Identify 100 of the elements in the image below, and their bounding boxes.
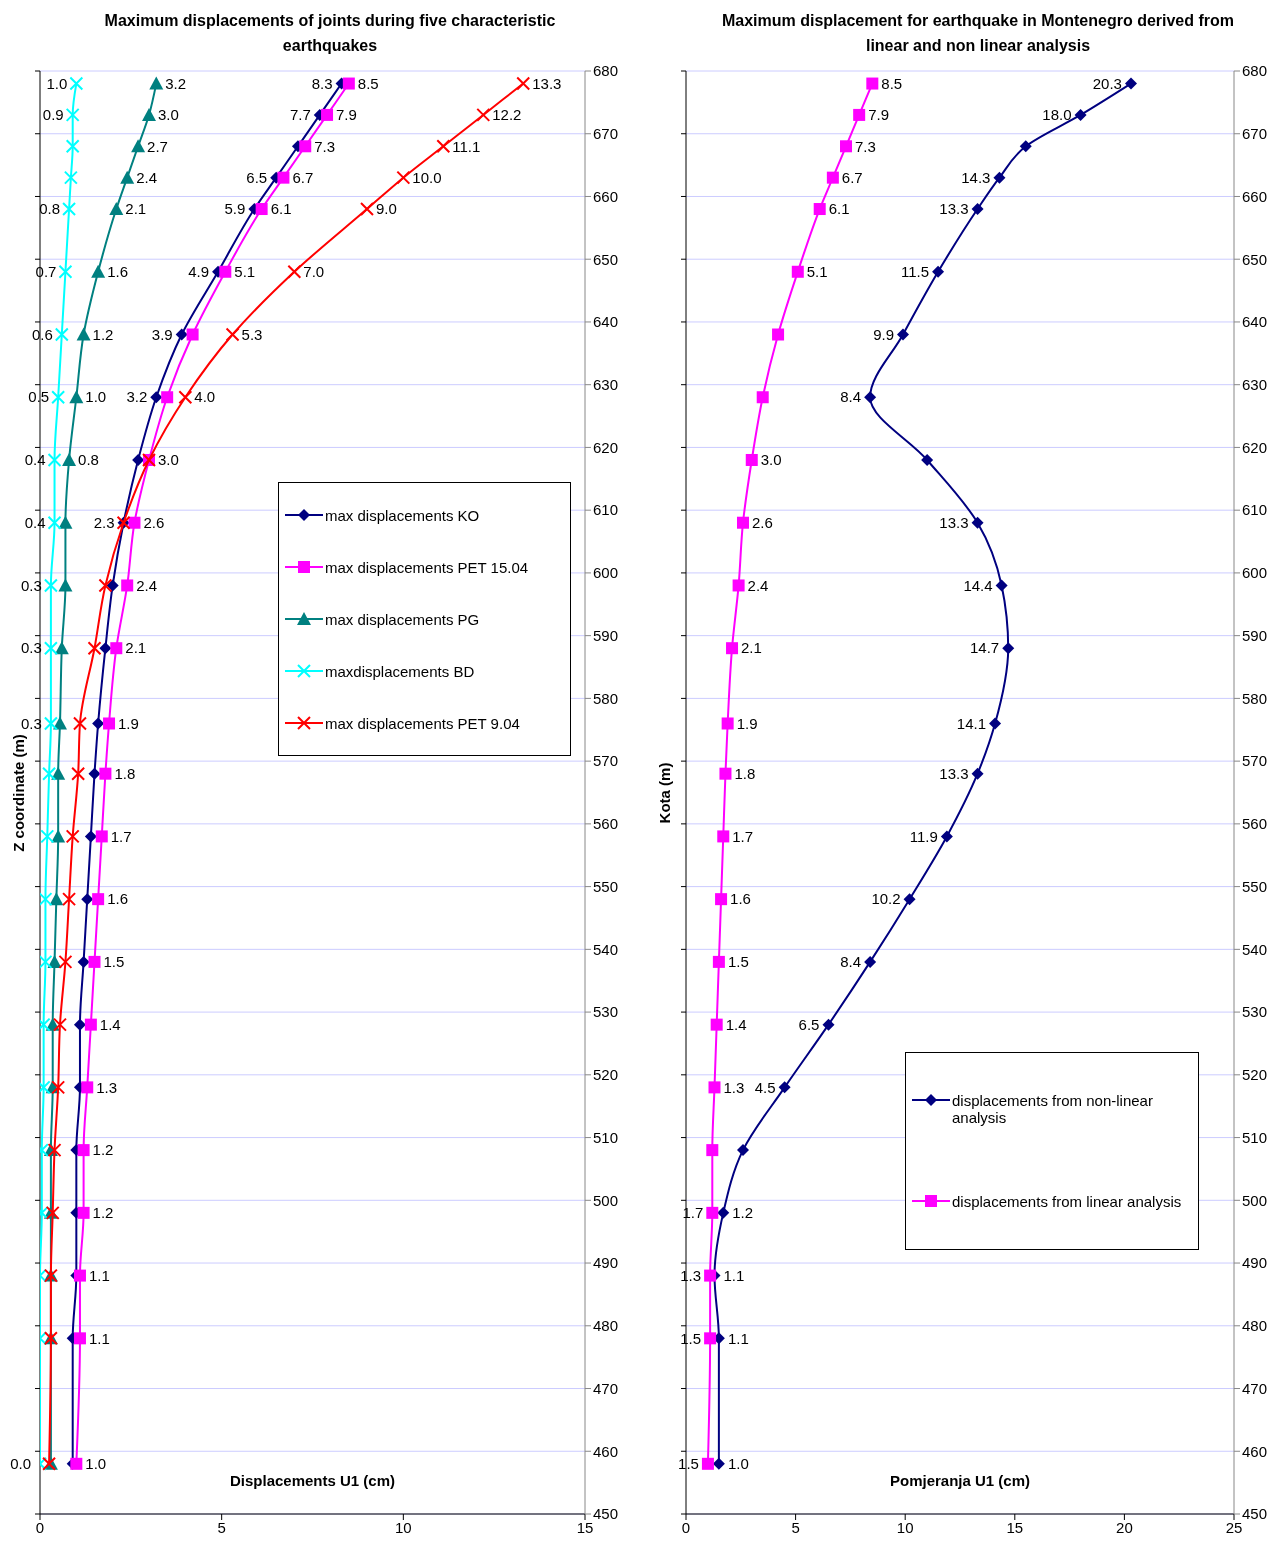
annotation: 2.1	[741, 639, 762, 657]
annotation: 3.0	[158, 106, 179, 124]
point	[99, 767, 112, 780]
legend-label: maxdisplacements BD	[325, 662, 475, 680]
annotation: 13.3	[939, 764, 969, 782]
y-tick-label: 590	[593, 626, 619, 644]
point	[277, 171, 290, 184]
point	[70, 1457, 83, 1470]
point	[1074, 108, 1087, 121]
y-axis-title: Z coordinate (m)	[9, 733, 27, 852]
annotation: 3.9	[151, 325, 173, 343]
y-tick-label: 650	[593, 250, 619, 268]
annotation: 2.4	[136, 168, 158, 186]
point	[43, 578, 58, 593]
point	[58, 264, 73, 279]
annotation: 1.9	[118, 714, 139, 732]
annotation: 0.4	[24, 513, 46, 531]
point	[756, 391, 769, 404]
point	[995, 579, 1008, 592]
y-tick-label: 640	[593, 313, 619, 331]
point	[58, 578, 73, 592]
annotation: 1.2	[732, 1204, 754, 1222]
annotation: 5.1	[234, 263, 256, 281]
point	[360, 202, 374, 217]
annotation: 1.4	[99, 1015, 121, 1033]
y-tick-label: 450	[593, 1505, 619, 1523]
point	[49, 892, 64, 906]
annotation: 6.7	[292, 168, 314, 186]
annotation: 0.0	[10, 1455, 31, 1473]
annotation: 7.7	[289, 106, 311, 124]
point	[989, 717, 1002, 730]
point	[69, 76, 84, 91]
annotation: 1.2	[92, 1204, 114, 1222]
annotation: 6.1	[828, 200, 850, 218]
y-tick-label: 450	[1242, 1505, 1268, 1523]
x-tick-label: 5	[791, 1518, 800, 1536]
annotation: 2.3	[93, 513, 115, 531]
point	[175, 328, 188, 341]
annotation: 0.8	[78, 451, 99, 469]
point	[51, 766, 66, 780]
annotation: 2.7	[147, 137, 168, 155]
y-tick-label: 680	[593, 62, 619, 80]
annotation: 0.9	[42, 106, 64, 124]
annotation: 1.6	[107, 890, 128, 908]
point	[436, 139, 451, 154]
point	[62, 202, 77, 217]
point	[186, 328, 199, 341]
x-tick-label: 10	[896, 1518, 914, 1536]
y-tick-label: 590	[1242, 626, 1268, 644]
annotation: 5.1	[806, 263, 828, 281]
x-tick-label: 5	[217, 1518, 226, 1536]
x-tick-label: 15	[576, 1518, 594, 1536]
point	[121, 579, 134, 592]
point	[993, 171, 1006, 184]
annotation: 1.3	[96, 1078, 118, 1096]
annotation: 6.1	[270, 200, 292, 218]
point	[717, 1206, 730, 1219]
annotation: 1.3	[680, 1266, 702, 1284]
y-tick-label: 530	[593, 1003, 619, 1021]
annotation: 3.0	[158, 451, 179, 469]
point	[88, 955, 101, 968]
point	[109, 202, 124, 216]
annotation: 3.0	[760, 451, 782, 469]
annotation: 1.1	[88, 1329, 110, 1347]
point	[704, 1269, 717, 1282]
y-tick-label: 510	[1242, 1128, 1268, 1146]
point	[52, 1017, 67, 1032]
point	[772, 328, 785, 341]
annotation: 8.4	[840, 388, 862, 406]
point	[40, 954, 53, 969]
y-tick-label: 600	[1242, 564, 1268, 582]
point	[142, 107, 156, 121]
point	[971, 516, 984, 529]
point	[58, 954, 73, 969]
point	[826, 171, 839, 184]
annotation: 3.2	[165, 74, 187, 92]
y-tick-label: 600	[593, 564, 619, 582]
annotation: 10.0	[412, 168, 442, 186]
point	[47, 515, 62, 530]
point	[106, 579, 119, 592]
annotation: 2.6	[143, 513, 165, 531]
point	[47, 452, 62, 467]
annotation: 1.7	[682, 1204, 704, 1222]
point	[72, 716, 87, 731]
point	[98, 578, 113, 593]
annotation: 0.8	[39, 200, 61, 218]
annotation: 13.3	[939, 200, 969, 218]
point	[726, 642, 739, 655]
point	[712, 955, 725, 968]
point	[47, 1143, 62, 1158]
point	[701, 1457, 714, 1470]
point	[921, 453, 934, 466]
point	[69, 390, 84, 404]
annotation: 7.9	[336, 106, 357, 124]
y-tick-label: 650	[1242, 250, 1268, 268]
point	[721, 717, 734, 730]
point	[40, 829, 55, 844]
annotation: 1.2	[92, 1141, 114, 1159]
y-tick-label: 620	[1242, 438, 1268, 456]
y-tick-label: 610	[1242, 501, 1268, 519]
